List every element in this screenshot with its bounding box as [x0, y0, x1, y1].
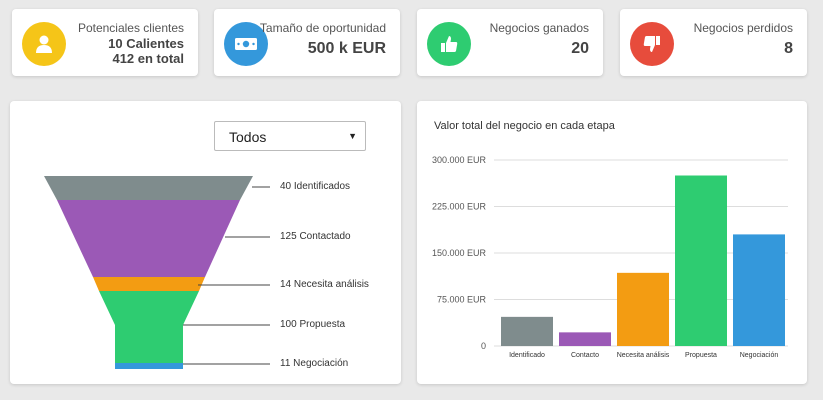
kpi-opportunity-size: Tamaño de oportunidad 500 k EUR [214, 9, 400, 76]
funnel-label-propuesta: 100 Propuesta [280, 319, 346, 330]
thumbs-up-icon [441, 36, 458, 52]
kpi-label: Potenciales clientes [77, 21, 184, 35]
kpi-deals-lost: Negocios perdidos 8 [620, 9, 807, 76]
y-tick-label: 0 [481, 341, 486, 351]
kpi-label: Tamaño de oportunidad [259, 21, 386, 35]
y-tick-label: 225.000 EUR [432, 202, 487, 212]
banknote-icon [235, 38, 257, 50]
bar-5 [733, 234, 785, 346]
x-tick-label: Negociación [740, 352, 779, 359]
kpi-label: Negocios ganados [489, 21, 589, 35]
funnel-segment-negociacion [115, 363, 183, 369]
kpi-value: 8 [784, 40, 793, 57]
thumbs-down-icon-circle [630, 22, 674, 66]
kpi-value-hot: 10 Calientes [108, 36, 184, 51]
funnel-segment-contactado [57, 200, 240, 277]
kpi-value-total: 412 en total [112, 51, 184, 66]
thumbs-up-icon-circle [427, 22, 471, 66]
x-tick-label: Contacto [571, 352, 599, 359]
funnel-label-negociacion: 11 Negociación [280, 358, 349, 369]
funnel-segment-identificados [44, 176, 253, 200]
y-tick-label: 150.000 EUR [432, 248, 487, 258]
x-tick-label: Propuesta [685, 352, 717, 359]
kpi-value: 500 k EUR [307, 40, 386, 57]
banknote-icon-circle [224, 22, 268, 66]
bar-2 [559, 332, 611, 346]
y-tick-label: 75.000 EUR [437, 295, 487, 305]
stage-filter-value: Todos [229, 129, 267, 145]
funnel-segment-propuesta [99, 291, 199, 363]
user-icon [36, 35, 52, 53]
bar-4 [675, 175, 727, 346]
kpi-value: 20 [571, 40, 589, 57]
kpi-label: Negocios perdidos [693, 21, 793, 35]
funnel-segment-necesita-analisis [93, 277, 205, 291]
kpi-potential-clients: Potenciales clientes 10 Calientes 412 en… [12, 9, 198, 76]
y-tick-label: 300.000 EUR [432, 155, 487, 165]
bar-3 [617, 272, 669, 346]
stage-filter-select[interactable]: Todos ▼ [214, 121, 366, 151]
thumbs-down-icon [643, 36, 660, 52]
x-tick-label: Necesita análisis [617, 352, 670, 359]
bar-1 [501, 316, 553, 346]
funnel-label-identificados: 40 Identificados [280, 181, 351, 192]
caret-down-icon: ▼ [348, 131, 357, 141]
funnel-label-necesita-analisis: 14 Necesita análisis [280, 279, 369, 290]
x-tick-label: Identificado [509, 352, 545, 359]
chart-title: Valor total del negocio en cada etapa [434, 120, 615, 132]
user-icon-circle [22, 22, 66, 66]
kpi-deals-won: Negocios ganados 20 [417, 9, 603, 76]
funnel-label-contactado: 125 Contactado [280, 231, 351, 242]
